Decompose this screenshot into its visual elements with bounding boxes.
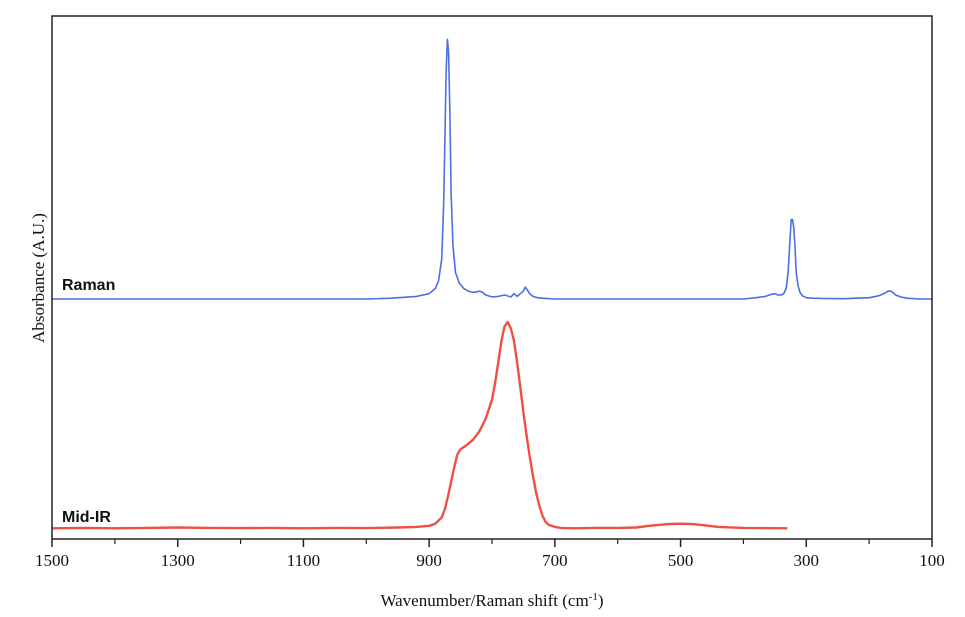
x-tick-label: 1100: [287, 551, 320, 570]
series-label-raman: Raman: [62, 277, 115, 294]
x-tick-label: 1500: [35, 551, 69, 570]
series-line-mid-ir: [51, 320, 788, 530]
x-tick-label: 1300: [161, 551, 195, 570]
x-tick-label: 700: [542, 551, 568, 570]
series-labels: Raman Mid-IR: [62, 277, 115, 526]
x-tick-label: 500: [668, 551, 694, 570]
series-label-mid-ir: Mid-IR: [62, 509, 111, 526]
x-axis-title: Wavenumber/Raman shift (cm-1): [380, 591, 603, 610]
x-tick-label: 100: [919, 551, 945, 570]
plot-frame: [51, 15, 933, 540]
series-line-raman: [52, 38, 932, 300]
plot-series-group: [51, 38, 932, 530]
x-tick-label: 900: [416, 551, 442, 570]
x-axis-tick-labels: 1500 1300 1100 900 700 500 300 100: [35, 551, 945, 570]
x-axis-ticks: [51, 539, 933, 547]
y-axis-title: Absorbance (A.U.): [29, 213, 48, 343]
x-tick-label: 300: [794, 551, 820, 570]
